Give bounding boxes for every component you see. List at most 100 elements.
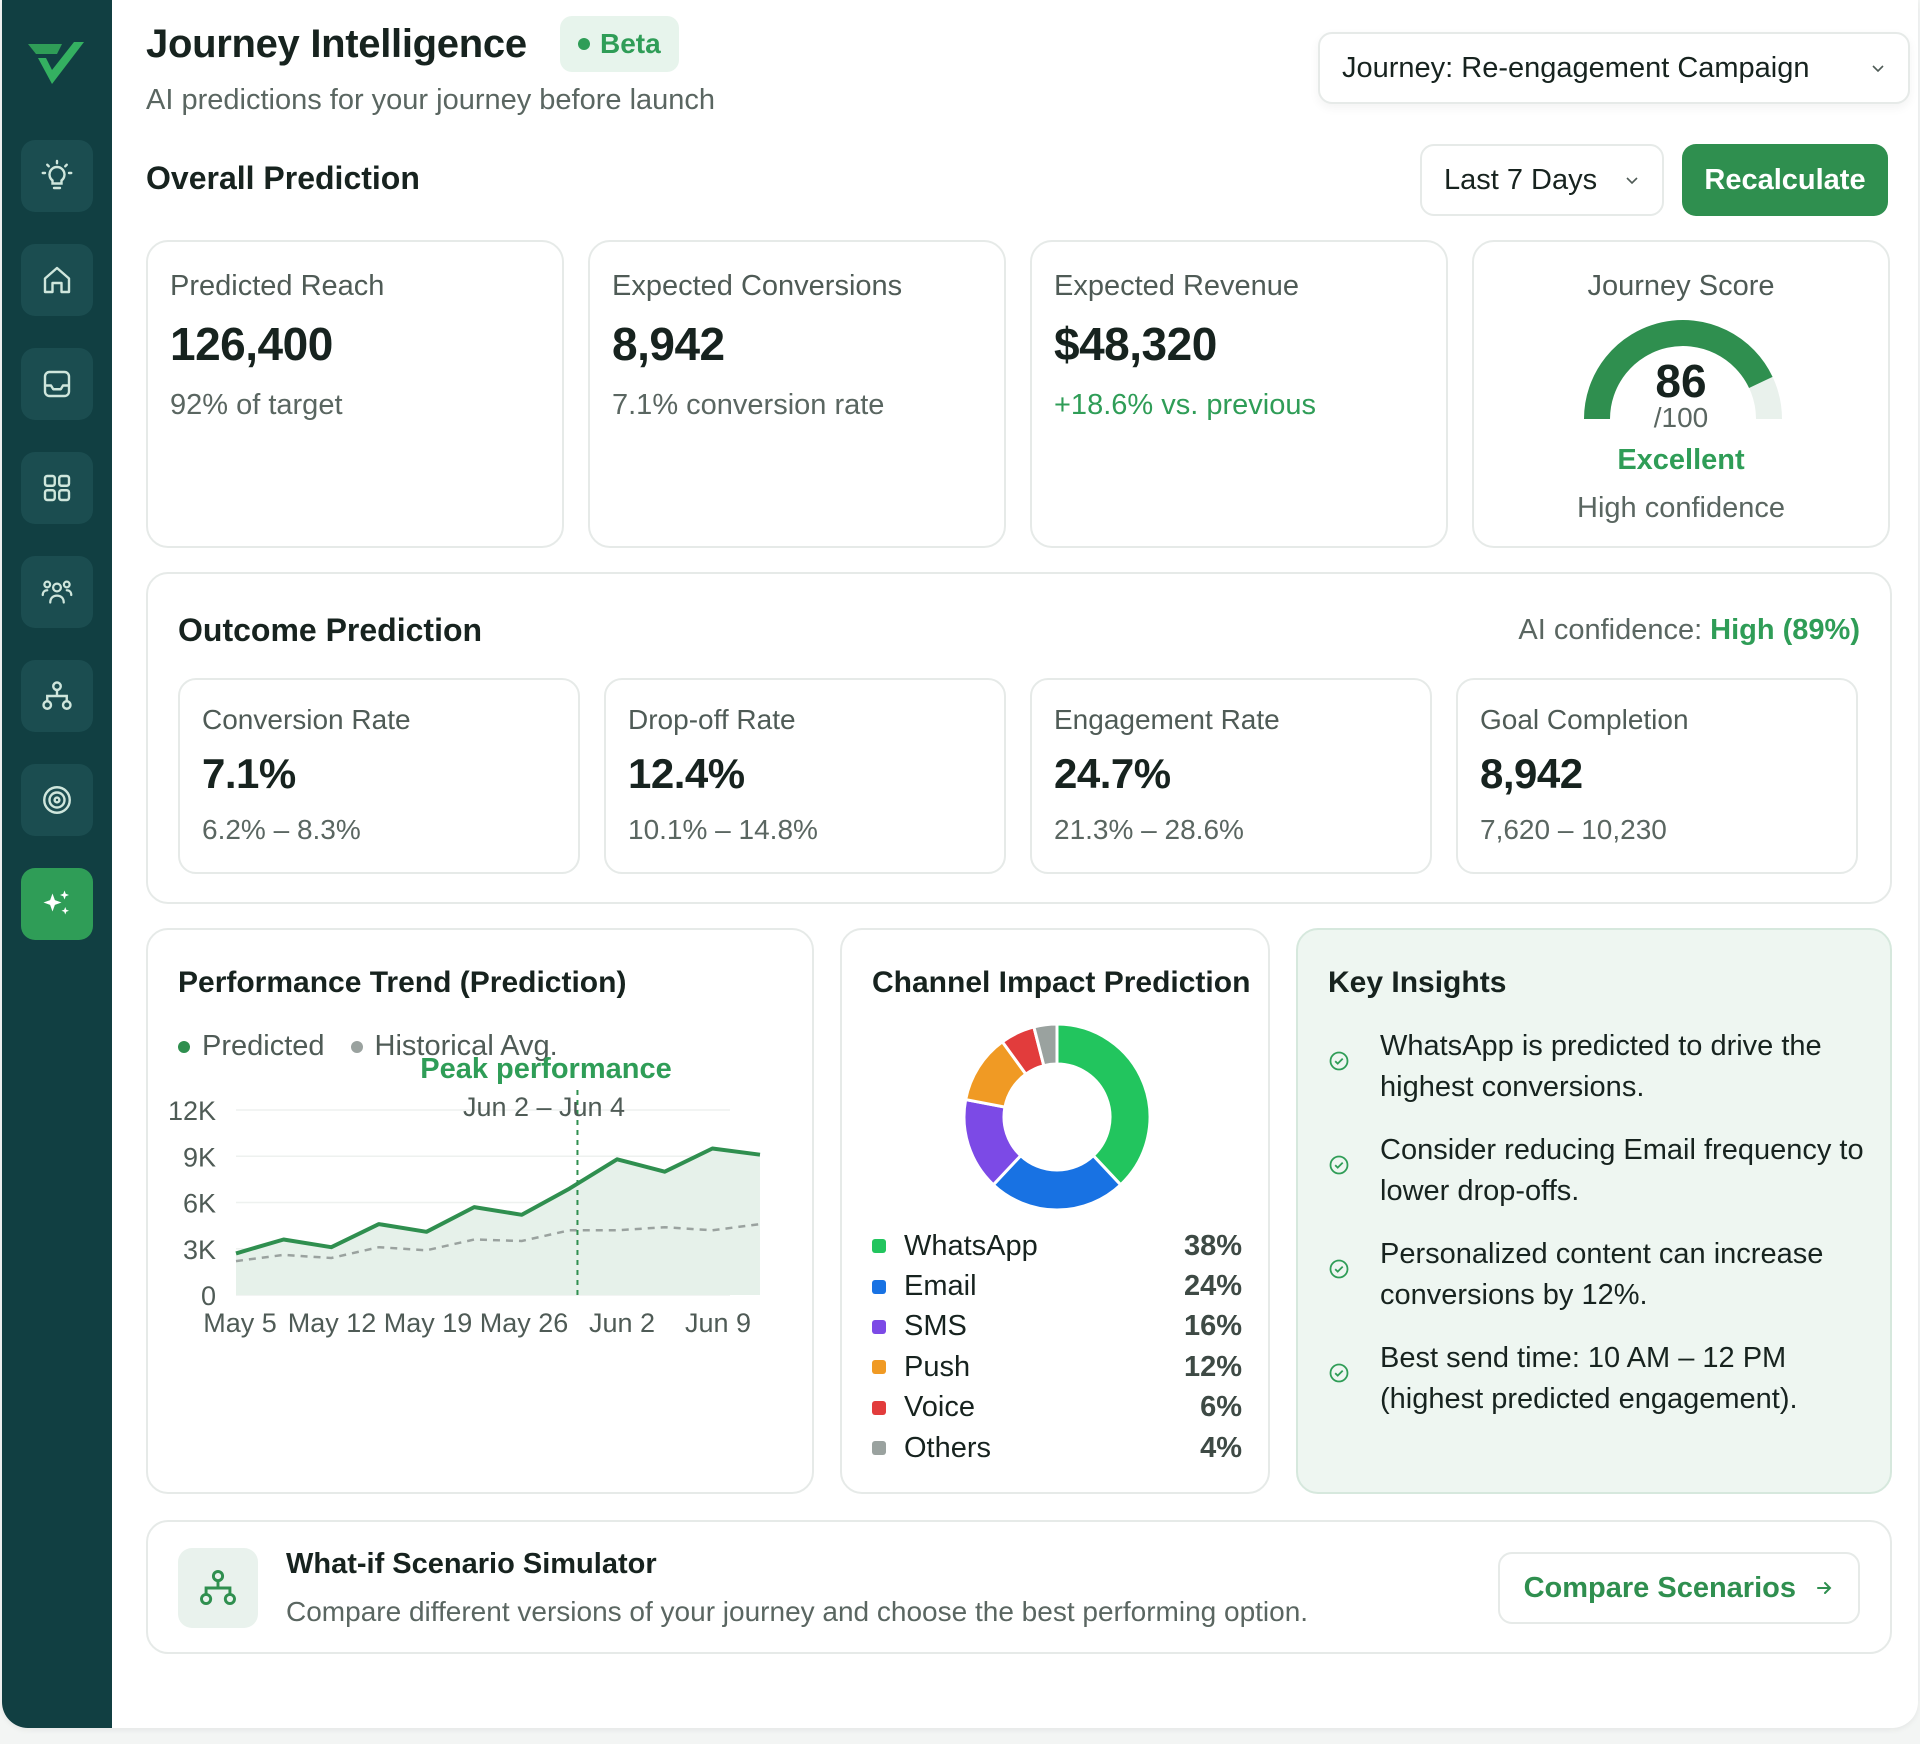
chevron-down-icon <box>1872 65 1884 73</box>
kpi-note: 7.1% conversion rate <box>612 389 885 421</box>
channel-row-others: Others 4% <box>872 1428 1242 1468</box>
channel-title: Channel Impact Prediction <box>872 966 1251 999</box>
target-icon <box>43 786 71 814</box>
x-tick-label: May 5 <box>203 1308 277 1338</box>
channel-row-sms: SMS 16% <box>872 1307 1242 1347</box>
check-circle-icon <box>1329 1363 1349 1383</box>
check-circle-icon <box>1329 1259 1349 1279</box>
legend-dot <box>178 1040 190 1053</box>
insight-text: Best send time: 10 AM – 12 PM (highest p… <box>1380 1342 1798 1415</box>
simulator-icon-tile <box>178 1548 258 1628</box>
channel-percent: 16% <box>1183 1310 1242 1343</box>
channel-row-push: Push 12% <box>872 1347 1242 1387</box>
channel-name: Others <box>904 1431 992 1464</box>
channel-row-voice: Voice 6% <box>872 1388 1242 1428</box>
chevron-down-icon <box>1626 177 1638 185</box>
insight-text: Consider reducing Email frequency to low… <box>1380 1134 1864 1207</box>
sidebar-item-home[interactable] <box>21 244 93 316</box>
insight-item: Personalized content can increase conver… <box>1328 1234 1868 1316</box>
status-dot <box>578 38 590 50</box>
recalculate-button[interactable]: Recalculate <box>1682 144 1888 216</box>
trend-title: Performance Trend (Prediction) <box>178 966 627 999</box>
sidebar-item-apps[interactable] <box>21 452 93 524</box>
channel-percent: 6% <box>1200 1391 1242 1424</box>
check-circle-icon <box>1329 1155 1349 1175</box>
channel-donut-chart <box>962 1022 1152 1212</box>
sidebar-item-inbox[interactable] <box>21 348 93 420</box>
predicted-area <box>236 1148 760 1295</box>
kpi-label: Expected Revenue <box>1054 270 1300 302</box>
legend-swatch <box>872 1360 886 1375</box>
kpi-label: Journey Score <box>1587 270 1775 302</box>
x-tick-label: May 12 <box>288 1308 377 1338</box>
insight-item: Consider reducing Email frequency to low… <box>1328 1130 1868 1212</box>
metric-label: Goal Completion <box>1480 704 1689 735</box>
brand-logo-icon[interactable] <box>26 38 88 90</box>
insight-text: Personalized content can increase conver… <box>1380 1238 1824 1311</box>
legend-item-historical: Historical Avg. <box>350 1030 558 1063</box>
legend-label: Predicted <box>202 1030 325 1062</box>
journey-select-value: Journey: Re-engagement Campaign <box>1342 51 1810 84</box>
kpi-label: Expected Conversions <box>612 270 903 302</box>
legend-dot <box>350 1040 363 1053</box>
kpi-note: 92% of target <box>170 389 343 421</box>
score-value: 86 <box>1655 355 1707 407</box>
channel-legend: WhatsApp 38% Email 24% SMS 16% Push 12% Voice 6% O… <box>872 1226 1242 1468</box>
metric-value: 12.4% <box>628 750 745 797</box>
metric-card-conversion-rate: Conversion Rate 7.1% 6.2% – 8.3% <box>178 678 580 874</box>
inbox-icon <box>43 370 71 398</box>
insight-text: WhatsApp is predicted to drive the highe… <box>1380 1030 1822 1103</box>
channel-name: Voice <box>904 1391 975 1424</box>
compare-scenarios-button[interactable]: Compare Scenarios <box>1497 1552 1860 1624</box>
y-tick-label: 12K <box>168 1096 216 1126</box>
metric-range: 21.3% – 28.6% <box>1054 814 1244 845</box>
journey-select[interactable]: Journey: Re-engagement Campaign <box>1318 32 1910 104</box>
legend-item-predicted: Predicted <box>178 1030 325 1063</box>
y-tick-label: 0 <box>201 1281 216 1311</box>
journey-score-card: Journey Score 86 /100 Excellent High con… <box>1472 240 1890 548</box>
channel-percent: 24% <box>1183 1270 1242 1303</box>
score-gauge <box>1584 320 1782 420</box>
legend-swatch <box>872 1239 886 1254</box>
sidebar-item-audience[interactable] <box>21 556 93 628</box>
channel-row-whatsapp: WhatsApp 38% <box>872 1226 1242 1266</box>
ai-confidence-label: AI confidence: <box>1518 614 1703 646</box>
what-if-simulator-panel: What-if Scenario Simulator Compare diffe… <box>146 1520 1892 1654</box>
outcome-prediction-panel: Outcome Prediction AI confidence: High (8… <box>146 572 1892 904</box>
sparkles-icon <box>43 890 69 915</box>
sidebar-item-ideas[interactable] <box>21 140 93 212</box>
score-rating: Excellent <box>1617 444 1745 476</box>
metric-range: 7,620 – 10,230 <box>1480 814 1667 845</box>
donut-slice-others <box>1032 1022 1059 1068</box>
kpi-value: 8,942 <box>612 318 725 370</box>
y-tick-label: 9K <box>183 1142 216 1172</box>
main-content: Journey Intelligence Beta AI predictions… <box>112 0 1918 1728</box>
kpi-card-revenue: Expected Revenue $48,320 +18.6% vs. prev… <box>1030 240 1448 548</box>
metric-card-goal-completion: Goal Completion 8,942 7,620 – 10,230 <box>1456 678 1858 874</box>
donut-slice-whatsapp <box>1055 1022 1152 1187</box>
trend-legend: Predicted Historical Avg. <box>178 1030 558 1063</box>
beta-badge: Beta <box>560 16 679 72</box>
insight-item: Best send time: 10 AM – 12 PM (highest p… <box>1328 1338 1868 1420</box>
x-tick-label: May 19 <box>384 1308 473 1338</box>
score-max: /100 <box>1653 402 1709 433</box>
simulator-subtitle: Compare different versions of your journ… <box>286 1596 1309 1627</box>
date-range-select[interactable]: Last 7 Days <box>1420 144 1664 216</box>
x-tick-label: Jun 2 <box>589 1308 655 1338</box>
sidebar-item-flows[interactable] <box>21 660 93 732</box>
predicted-line <box>235 1146 761 1256</box>
metric-value: 7.1% <box>202 750 296 797</box>
sidebar-item-ai[interactable] <box>21 868 93 940</box>
metric-range: 10.1% – 14.8% <box>628 814 818 845</box>
y-tick-label: 3K <box>183 1235 216 1265</box>
legend-swatch <box>872 1441 886 1456</box>
kpi-card-conversions: Expected Conversions 8,942 7.1% conversi… <box>588 240 1006 548</box>
hierarchy-icon <box>200 1570 236 1606</box>
page-title: Journey Intelligence <box>146 22 527 66</box>
beta-badge-label: Beta <box>600 28 661 59</box>
peak-annotation-title: Peak performance <box>420 1053 671 1085</box>
sidebar-item-goals[interactable] <box>21 764 93 836</box>
insight-item: WhatsApp is predicted to drive the highe… <box>1328 1026 1868 1108</box>
